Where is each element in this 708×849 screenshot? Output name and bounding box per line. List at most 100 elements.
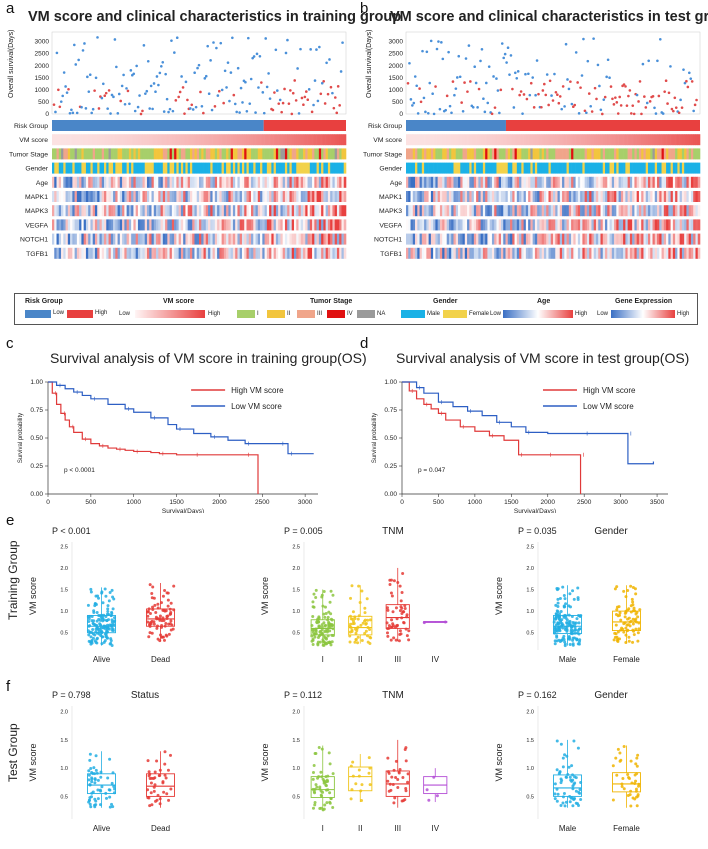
boxplot-xtick: Dead [151,655,170,664]
survival-point [657,94,661,98]
heatmap-cell [334,247,338,259]
survival-point [226,61,230,64]
vm-cell [260,134,263,146]
heatmap-cell [194,247,198,259]
boxplot-point [322,621,326,625]
heatmap-cell [550,176,554,188]
heatmap-cell [577,219,581,231]
heatmap-cell [223,219,227,231]
boxplot-point [579,798,583,802]
heatmap-cell [675,148,678,160]
heatmap-cell [553,233,556,245]
boxplot-point [390,594,394,598]
boxplot-point [629,619,633,623]
boxplot-point [578,614,582,618]
survival-point [84,107,88,110]
vm-cell [684,134,687,146]
boxplot-point [391,610,395,614]
boxplot-point [629,610,633,614]
heatmap-cell [568,191,572,202]
heatmap-cell [291,205,295,217]
heatmap-cell [564,162,567,174]
heatmap-row [52,162,347,174]
boxplot-point [636,631,640,635]
boxplot-point [98,622,102,626]
boxplot-ytick: 1.0 [60,766,68,772]
heatmap-cell [212,233,216,245]
boxplot-point [402,621,406,625]
boxplot-group [553,739,583,808]
survival-point [598,84,601,88]
boxplot-point [558,626,562,630]
boxplot-point [105,629,109,633]
boxplot-point [112,597,116,601]
boxplot-point [95,636,99,640]
boxplot-point [93,639,97,643]
boxplot-ylabel: VM score [260,577,270,615]
heatmap-cell [675,219,678,231]
boxplot-point [112,791,116,795]
heatmap-cell [629,247,633,259]
heatmap-cell [643,219,647,231]
heatmap-cell [525,205,529,217]
boxplot-point [630,597,634,601]
heatmap-cell [634,176,637,188]
heatmap-cell [128,148,132,160]
vm-cell [183,134,186,146]
heatmap-cell [668,176,671,188]
heatmap-cell [79,176,82,188]
heatmap-cell [85,205,89,217]
heatmap-cell [137,205,141,217]
heatmap-cell [627,205,631,217]
heatmap-cell [437,162,441,174]
survival-point [413,75,417,78]
km-legend-label: High VM score [583,386,636,395]
heatmap-cell [670,191,674,202]
heatmap-cell [473,148,477,160]
heatmap-cell [235,205,238,217]
boxplot-point [390,775,394,779]
heatmap-cell [446,247,450,259]
heatmap-cell [63,219,66,231]
heatmap-cell [516,176,520,188]
survival-point [189,107,192,110]
heatmap-cell [670,148,674,160]
heatmap-cell [458,176,461,188]
heatmap-cell [663,191,667,202]
heatmap-cell [494,176,497,188]
heatmap-cell [180,162,184,174]
heatmap-cell [156,247,159,259]
heatmap-cell [645,233,649,245]
heatmap-cell [582,247,585,259]
heatmap-cell [417,162,420,174]
heatmap-cell [458,205,461,217]
boxplot-point [578,638,582,642]
km-ytick-label: 0.00 [30,491,43,498]
heatmap-cell [176,176,179,188]
heatmap-cell [521,191,524,202]
heatmap-cell [591,162,595,174]
heatmap-cell [467,162,470,174]
boxplot-point [577,804,581,808]
heatmap-cell [417,219,420,231]
heatmap-cell [577,191,581,202]
heatmap-cell [219,247,222,259]
survival-point [257,86,260,89]
boxplot-point [578,788,582,792]
heatmap-cell [645,191,649,202]
heatmap-cell [318,219,322,231]
boxplot-point [113,787,117,791]
boxplot-point [163,762,167,766]
heatmap-cell [108,233,112,245]
heatmap-cell [462,176,466,188]
boxplot-point [314,596,318,600]
boxplot-point [357,774,361,778]
boxplot-point [92,609,96,613]
heatmap-cell [471,219,475,231]
boxplot-point [167,798,171,802]
vm-cell [661,134,665,146]
heatmap-cell [471,148,475,160]
heatmap-cell [645,247,649,259]
heatmap-cell [690,205,694,217]
heatmap-cell [494,148,497,160]
